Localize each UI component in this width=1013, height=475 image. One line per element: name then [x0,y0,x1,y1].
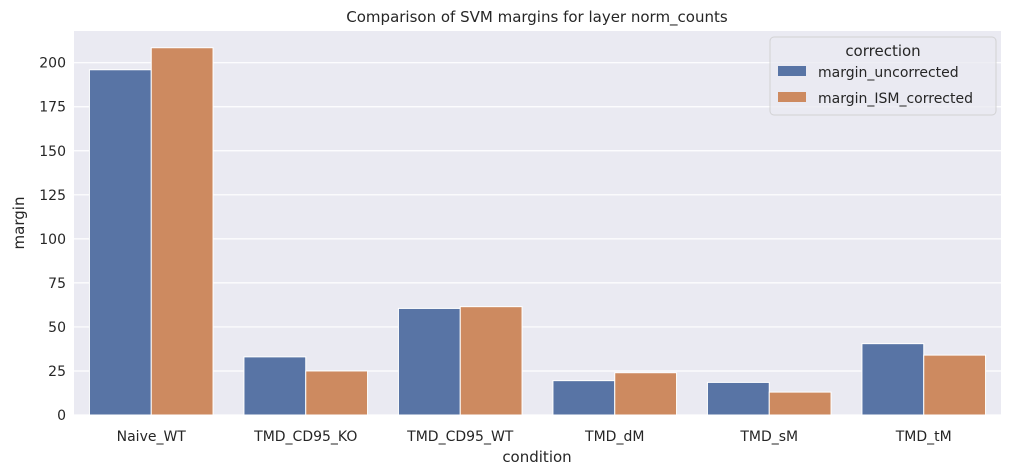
y-tick-label: 25 [48,364,66,380]
legend-label-uncorrected: margin_uncorrected [818,65,959,81]
bar-margin-uncorrected-tmd-sm [706,381,770,416]
y-tick-label: 175 [39,100,66,116]
gridlines [74,62,1001,416]
bars [88,47,987,416]
x-axis-title: condition [502,448,571,466]
legend-title: correction [845,42,920,60]
bar-margin-ism-corrected-tmd-cd95-ko [305,370,369,416]
bar-margin-ism-corrected-tmd-dm [614,372,678,416]
bar-margin-uncorrected-tmd-cd95-ko [243,356,307,416]
x-tick-label: TMD_CD95_WT [406,429,514,445]
y-tick-label: 0 [57,408,66,424]
legend: correction margin_uncorrected margin_ISM… [769,36,997,116]
bar-margin-ism-corrected-tmd-cd95-wt [459,306,523,416]
legend-label-ism-corrected: margin_ISM_corrected [818,91,973,107]
x-tick-label: Naive_WT [117,429,187,445]
legend-swatch-uncorrected [778,66,806,76]
y-axis-title: margin [10,197,28,250]
bar-margin-uncorrected-naive-wt [88,69,152,416]
y-tick-label: 150 [39,144,66,160]
bar-margin-uncorrected-tmd-cd95-wt [397,307,461,416]
x-tick-label: TMD_dM [584,429,644,445]
x-tick-label: TMD_tM [895,429,952,445]
chart-title: Comparison of SVM margins for layer norm… [346,8,728,27]
bar-margin-ism-corrected-tmd-tm [923,354,987,416]
x-tick-label: TMD_sM [739,429,798,445]
x-tick-label: TMD_CD95_KO [253,429,357,445]
legend-swatch-ism-corrected [778,92,806,102]
x-tick-labels: Naive_WT TMD_CD95_KO TMD_CD95_WT TMD_dM TMD_… [117,429,952,445]
bar-margin-ism-corrected-naive-wt [150,47,214,416]
bar-margin-uncorrected-tmd-dm [552,380,616,416]
y-tick-label: 75 [48,276,66,292]
y-tick-labels: 0 25 50 75 100 125 150 175 200 [39,56,66,424]
y-tick-label: 100 [39,232,66,248]
y-tick-label: 50 [48,320,66,336]
legend-box [769,36,997,116]
y-tick-label: 200 [39,56,66,72]
bar-margin-uncorrected-tmd-tm [861,343,925,416]
y-tick-label: 125 [39,188,66,204]
bar-margin-ism-corrected-tmd-sm [768,391,832,416]
